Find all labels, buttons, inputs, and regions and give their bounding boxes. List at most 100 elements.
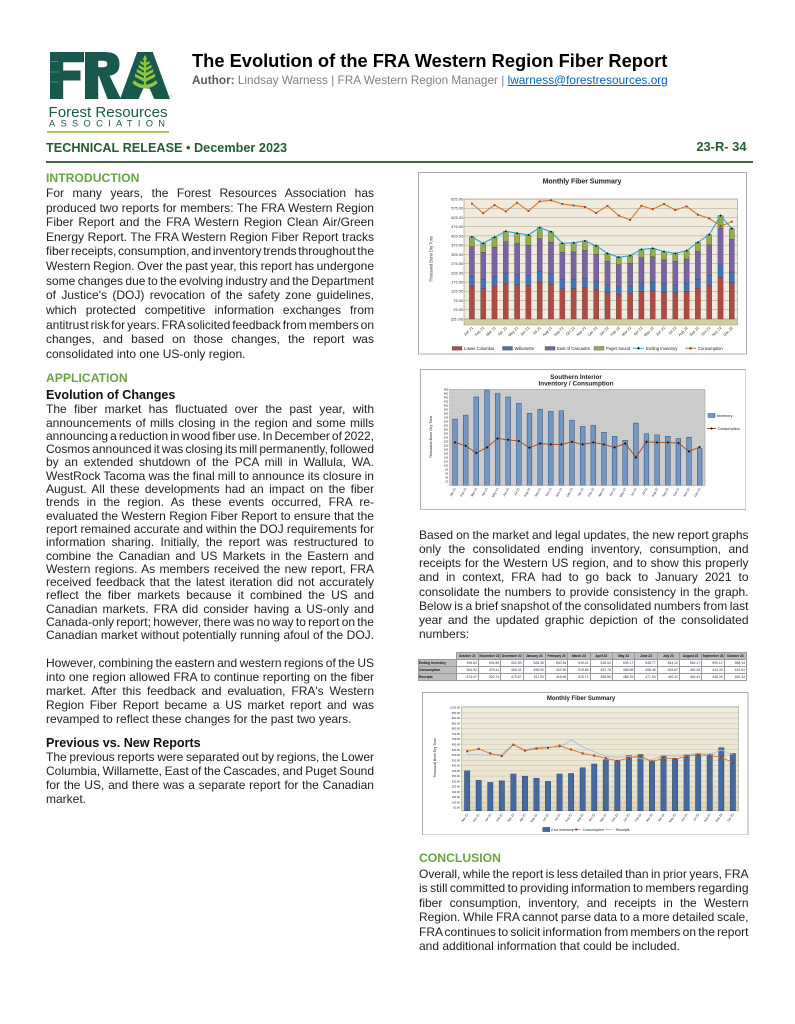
- svg-text:May 22: May 22: [529, 812, 538, 823]
- svg-text:Sep-21: Sep-21: [533, 487, 542, 498]
- svg-text:Jun 23: Jun 23: [680, 812, 689, 822]
- svg-text:80: 80: [445, 467, 448, 471]
- svg-text:Thousand Bone Dry Tons: Thousand Bone Dry Tons: [429, 415, 433, 458]
- svg-text:Nov 21: Nov 21: [460, 812, 469, 822]
- svg-text:Apr 23: Apr 23: [657, 812, 666, 822]
- svg-text:Jan 22: Jan 22: [598, 326, 609, 337]
- svg-text:Jan-22: Jan-22: [576, 487, 584, 497]
- svg-text:Feb 21: Feb 21: [474, 326, 485, 337]
- svg-text:Aug 22: Aug 22: [677, 326, 688, 337]
- svg-text:350.00: 350.00: [452, 774, 461, 778]
- svg-text:125.00: 125.00: [451, 289, 464, 294]
- svg-text:Jul 22: Jul 22: [667, 326, 677, 336]
- svg-text:Jul 21: Jul 21: [531, 326, 541, 336]
- svg-text:160: 160: [443, 451, 448, 455]
- svg-text:750.00: 750.00: [452, 732, 461, 736]
- svg-text:75.00: 75.00: [453, 298, 464, 303]
- svg-text:625.00: 625.00: [451, 196, 464, 201]
- svg-text:Feb 22: Feb 22: [609, 326, 620, 337]
- svg-text:Apr 22: Apr 22: [518, 812, 527, 822]
- svg-text:May-22: May-22: [618, 487, 627, 498]
- svg-text:Dec-21: Dec-21: [565, 487, 574, 498]
- svg-text:Sep-22: Sep-22: [661, 487, 670, 498]
- svg-text:Sep 21: Sep 21: [553, 326, 564, 337]
- svg-text:140: 140: [443, 455, 448, 459]
- svg-text:Jul-21: Jul-21: [513, 487, 521, 497]
- svg-text:Nov 22: Nov 22: [711, 326, 722, 337]
- svg-text:Jan 21: Jan 21: [463, 326, 474, 337]
- svg-text:450.00: 450.00: [452, 763, 461, 767]
- svg-text:800.00: 800.00: [452, 727, 461, 731]
- svg-text:240: 240: [443, 435, 448, 439]
- svg-text:Southern Interior: Southern Interior: [550, 374, 602, 381]
- svg-text:Jan-21: Jan-21: [448, 487, 456, 497]
- svg-text:(25.00): (25.00): [450, 316, 463, 321]
- svg-text:Jul-22: Jul-22: [640, 487, 648, 497]
- svg-text:Jan 22: Jan 22: [484, 812, 493, 822]
- svg-text:Sep 22: Sep 22: [576, 812, 585, 822]
- svg-text:Sep 22: Sep 22: [688, 326, 699, 337]
- svg-text:Oct 21: Oct 21: [565, 326, 576, 337]
- svg-text:Apr 22: Apr 22: [632, 326, 643, 337]
- svg-text:Jun 21: Jun 21: [519, 326, 530, 337]
- svg-text:Consumption: Consumption: [717, 427, 739, 431]
- svg-text:650.00: 650.00: [452, 742, 461, 746]
- svg-text:Jul 23: Jul 23: [692, 812, 700, 821]
- svg-text:May 23: May 23: [668, 812, 677, 823]
- svg-text:Lower Columbia: Lower Columbia: [464, 346, 495, 351]
- svg-text:375.00: 375.00: [451, 243, 464, 248]
- svg-text:480: 480: [443, 387, 448, 391]
- svg-text:60: 60: [445, 471, 448, 475]
- svg-text:1,000.00: 1,000.00: [450, 705, 461, 709]
- svg-text:900.00: 900.00: [452, 716, 461, 720]
- svg-text:460: 460: [443, 391, 448, 395]
- svg-text:400.00: 400.00: [452, 769, 461, 773]
- svg-text:Jun-21: Jun-21: [501, 487, 509, 497]
- svg-text:Thousand Bone Dry Tons: Thousand Bone Dry Tons: [433, 738, 437, 778]
- svg-text:Aug-22: Aug-22: [650, 487, 659, 498]
- svg-text:550.00: 550.00: [452, 753, 461, 757]
- svg-text:Mar 23: Mar 23: [645, 812, 654, 822]
- svg-text:Aug 21: Aug 21: [541, 326, 552, 337]
- svg-text:440: 440: [443, 395, 448, 399]
- svg-text:Jul 22: Jul 22: [554, 812, 562, 821]
- svg-text:Apr 21: Apr 21: [497, 326, 508, 337]
- svg-text:Aug 23: Aug 23: [703, 812, 712, 822]
- svg-text:-: -: [447, 484, 448, 487]
- svg-text:325.00: 325.00: [451, 252, 464, 257]
- svg-text:525.00: 525.00: [451, 215, 464, 220]
- svg-text:25.00: 25.00: [453, 307, 464, 312]
- svg-text:150.00: 150.00: [452, 795, 461, 799]
- svg-text:280: 280: [443, 427, 448, 431]
- svg-text:Jun-22: Jun-22: [629, 487, 637, 497]
- svg-text:Oct-21: Oct-21: [544, 487, 552, 497]
- svg-text:575.00: 575.00: [451, 206, 464, 211]
- svg-text:Nov-22: Nov-22: [682, 487, 691, 498]
- svg-text:Oct 22: Oct 22: [588, 812, 597, 822]
- svg-text:300: 300: [443, 423, 448, 427]
- svg-text:Sep 23: Sep 23: [714, 812, 723, 822]
- svg-text:200.00: 200.00: [452, 790, 461, 794]
- svg-text:Consumption: Consumption: [698, 346, 723, 351]
- svg-text:Nov 22: Nov 22: [599, 812, 608, 822]
- svg-text:180: 180: [443, 447, 448, 451]
- svg-text:Feb 22: Feb 22: [495, 812, 504, 822]
- svg-text:Nov 21: Nov 21: [575, 326, 586, 337]
- svg-text:Puget Sound: Puget Sound: [606, 346, 631, 351]
- svg-text:Dec 22: Dec 22: [722, 326, 733, 337]
- svg-text:Oct 22: Oct 22: [700, 326, 711, 337]
- svg-text:175.00: 175.00: [451, 279, 464, 284]
- svg-text:340: 340: [443, 415, 448, 419]
- svg-text:250.00: 250.00: [452, 785, 461, 789]
- svg-text:Inventory / Consumption: Inventory / Consumption: [538, 380, 613, 387]
- svg-text:850.00: 850.00: [452, 721, 461, 725]
- svg-text:Ending Inventory: Ending Inventory: [646, 346, 678, 351]
- svg-text:200: 200: [443, 443, 448, 447]
- svg-text:Feb-22: Feb-22: [586, 487, 594, 498]
- svg-text:East of Cascades: East of Cascades: [557, 346, 590, 351]
- svg-text:Mar-21: Mar-21: [469, 487, 477, 498]
- svg-text:End Inventory: End Inventory: [551, 828, 573, 832]
- svg-text:Dec-22: Dec-22: [693, 487, 702, 498]
- svg-text:Inventory: Inventory: [716, 414, 732, 418]
- svg-text:Mar-22: Mar-22: [597, 487, 605, 498]
